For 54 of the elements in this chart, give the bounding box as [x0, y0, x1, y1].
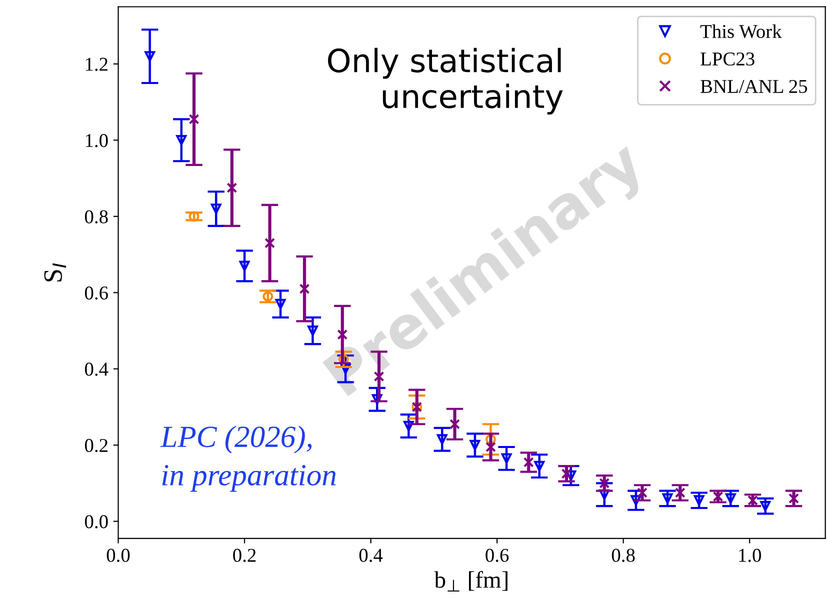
point: [694, 495, 704, 506]
point: [450, 418, 460, 430]
legend-label: BNL/ANL 25: [700, 80, 808, 94]
y-axis-title: S$_{I}$: [44, 263, 66, 282]
point: [561, 468, 572, 479]
point: [534, 460, 545, 472]
point: [486, 442, 496, 452]
point: [712, 491, 724, 502]
y-tick-label: 0.8: [84, 210, 108, 224]
point: [239, 260, 250, 272]
annotation: Only statistical uncertainty: [328, 48, 563, 115]
point: [275, 298, 286, 310]
point: [226, 182, 238, 194]
point: [523, 457, 534, 468]
point: [188, 211, 200, 222]
point: [470, 440, 480, 450]
y-tick-label: 0.2: [84, 438, 108, 452]
x-tick-label: 1.0: [739, 548, 761, 562]
point: [637, 488, 648, 498]
y-tick-label: 1.0: [86, 134, 108, 148]
point: [599, 489, 610, 500]
x-axis-title: b$_{⊥}$ [fm]: [434, 571, 508, 592]
point: [188, 114, 200, 124]
y-tick-label: 0.4: [84, 362, 108, 376]
y-tick-label: 0.0: [84, 515, 108, 528]
legend-label: LPC23: [700, 52, 754, 66]
point: [264, 238, 275, 248]
x-tick-label: 0.8: [612, 548, 635, 562]
x-tick-label: 0.2: [233, 548, 256, 562]
x-tick-label: 0.4: [359, 548, 383, 562]
point: [662, 493, 673, 504]
point: [725, 493, 736, 504]
x-tick-label: 0.0: [106, 548, 130, 562]
y-tick-label: 0.6: [84, 286, 108, 300]
point: [599, 478, 610, 488]
point: [299, 284, 310, 294]
annotation: LPC (2026), in preparation: [160, 426, 336, 492]
point: [674, 488, 686, 498]
x-tick-label: 0.6: [486, 548, 509, 562]
point: [308, 326, 318, 336]
point: [788, 493, 799, 504]
point: [403, 420, 414, 432]
point: [501, 453, 512, 464]
point: [262, 291, 274, 302]
point: [760, 500, 771, 512]
point: [436, 434, 448, 445]
point: [210, 204, 222, 214]
y-tick-label: 1.2: [86, 58, 108, 71]
point: [748, 495, 758, 506]
point: [630, 495, 642, 506]
point: [486, 434, 496, 445]
point: [176, 134, 187, 146]
point: [144, 51, 156, 62]
legend-label: This Work: [700, 24, 782, 38]
